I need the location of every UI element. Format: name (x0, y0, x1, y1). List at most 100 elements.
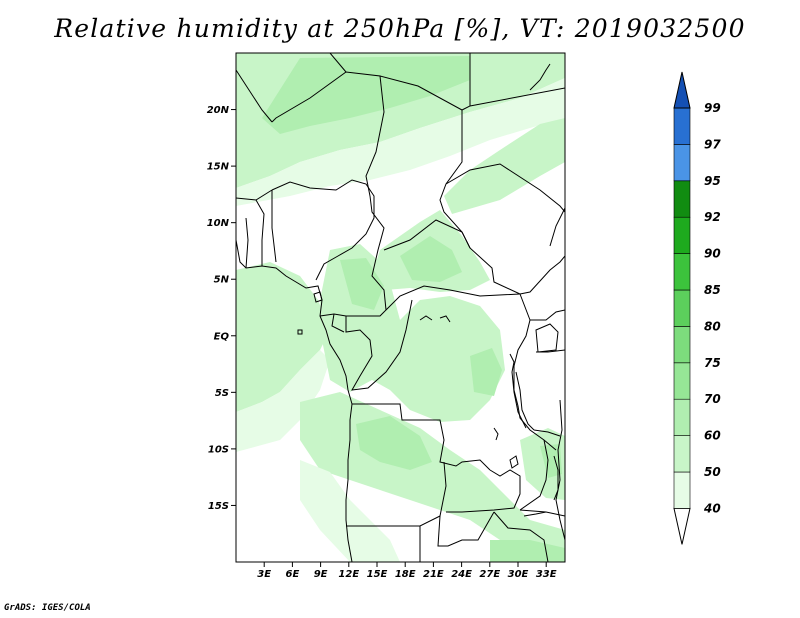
lat-tick-label: 5S (215, 388, 229, 399)
chad-border-east (469, 87, 565, 107)
lake-malawi (553, 455, 559, 501)
kenya-border (536, 349, 565, 353)
lat-tick-label: 20N (207, 105, 230, 116)
colorbar-label: 40 (703, 501, 721, 515)
colorbar-label: 99 (704, 101, 721, 115)
zambia-east-border (519, 439, 549, 511)
lon-tick-label: 21E (423, 569, 444, 580)
humidity-area-north-core (262, 56, 470, 134)
humidity-area-car-core (400, 236, 462, 282)
colorbar-segment (673, 144, 691, 182)
lon-tick-label: 27E (479, 569, 500, 580)
humidity-area-southwest-light (300, 460, 400, 562)
niger-border (236, 189, 273, 201)
sudan-border (445, 163, 565, 213)
colorbar-segment (673, 362, 691, 400)
congo-border (345, 299, 413, 391)
gabon-border (331, 313, 345, 333)
sahara-border-3 (329, 53, 347, 73)
botswana-border (437, 511, 495, 547)
grads-credit: GrADS: IGES/COLA (4, 603, 91, 613)
lake-bangweulu (509, 455, 519, 469)
nigeria-border (271, 179, 375, 281)
lon-tick-label: 15E (367, 569, 388, 580)
lat-tick-label: 10N (207, 218, 230, 229)
colorbar-label: 92 (704, 210, 721, 224)
car-border (383, 219, 521, 311)
lat-tick-label: 5N (214, 275, 230, 286)
lake-tanganyika-west (511, 371, 527, 429)
sahara-border-1 (236, 69, 273, 123)
congo-river-stub-2 (439, 315, 451, 323)
colorbar-label: 80 (704, 319, 721, 333)
humidity-area-southeast-core (540, 444, 562, 478)
colorbar-segment (673, 216, 691, 254)
colorbar-label: 75 (704, 356, 721, 370)
lon-tick-label: 18E (395, 569, 416, 580)
humidity-area-north-light (236, 78, 565, 206)
lake-victoria (535, 323, 559, 353)
colorbar-segment (673, 107, 691, 145)
lon-tick-label: 12E (338, 569, 359, 580)
colorbar-segment (673, 435, 691, 473)
colorbar-label: 50 (704, 465, 721, 479)
benin-border (255, 199, 265, 266)
lon-tick-label: 24E (451, 569, 472, 580)
colorbar-label: 60 (704, 429, 721, 443)
uganda-border (530, 309, 565, 321)
humidity-area-congo-east (470, 348, 502, 396)
colorbar-segment (673, 471, 691, 509)
angola-border-south (346, 461, 447, 527)
red-sea-coast (529, 63, 551, 91)
lake-tanganyika (515, 371, 535, 431)
latitude-axis: 20N 15N 10N 5N EQ 5S 10S 15S (207, 105, 236, 512)
colorbar-label: 70 (704, 392, 721, 406)
colorbar-label: 97 (704, 137, 721, 151)
humidity-shading (236, 53, 565, 562)
lat-tick-label: 15S (208, 501, 229, 512)
colorbar: 40 50 60 70 75 80 85 90 92 95 97 99 (673, 71, 721, 545)
humidity-area-south-core (356, 416, 432, 470)
map-frame (235, 52, 566, 563)
ethiopia-border (549, 207, 565, 247)
longitude-axis: 3E 6E 9E 12E 15E 18E 21E 24E 27E 30E 33E (257, 562, 557, 580)
congo-river-stub (419, 315, 433, 321)
south-sudan-border (519, 255, 565, 295)
cameroon-border (319, 195, 387, 317)
humidity-area-far-south (490, 540, 565, 562)
colorbar-segment (673, 253, 691, 291)
angola-border-north (352, 403, 491, 471)
bioko-island (313, 291, 323, 303)
humidity-area-east (444, 118, 565, 214)
zimbabwe-border (493, 511, 549, 562)
lat-tick-label: 10S (208, 444, 229, 455)
humidity-area-west-light (236, 350, 330, 452)
lon-tick-label: 9E (314, 569, 328, 580)
country-boundaries (236, 53, 565, 562)
lon-tick-label: 3E (257, 569, 271, 580)
lat-tick-label: 15N (207, 162, 230, 173)
lon-tick-label: 30E (508, 569, 529, 580)
west-african-coastline (236, 239, 353, 562)
lake-kariba (523, 511, 547, 517)
colorbar-label: 85 (704, 283, 721, 297)
map-title: Relative humidity at 250hPa [%], VT: 201… (54, 14, 746, 43)
lon-tick-label: 33E (536, 569, 557, 580)
colorbar-segment (673, 398, 691, 436)
humidity-area-west (236, 262, 330, 412)
lake-mweru (493, 427, 499, 441)
colorbar-upper-extension (673, 71, 691, 109)
nigeria-west-border (271, 190, 277, 263)
lon-tick-label: 6E (286, 569, 300, 580)
lake-kivu (509, 353, 515, 373)
zambia-border (446, 469, 521, 513)
tanzania-border (533, 429, 561, 437)
colorbar-label: 95 (704, 174, 721, 188)
colorbar-segment (673, 180, 691, 218)
colorbar-lower-extension (673, 507, 691, 545)
colorbar-segment (673, 326, 691, 364)
sao-tome-island (297, 329, 303, 335)
colorbar-segment (673, 289, 691, 327)
east-coast (555, 399, 565, 541)
